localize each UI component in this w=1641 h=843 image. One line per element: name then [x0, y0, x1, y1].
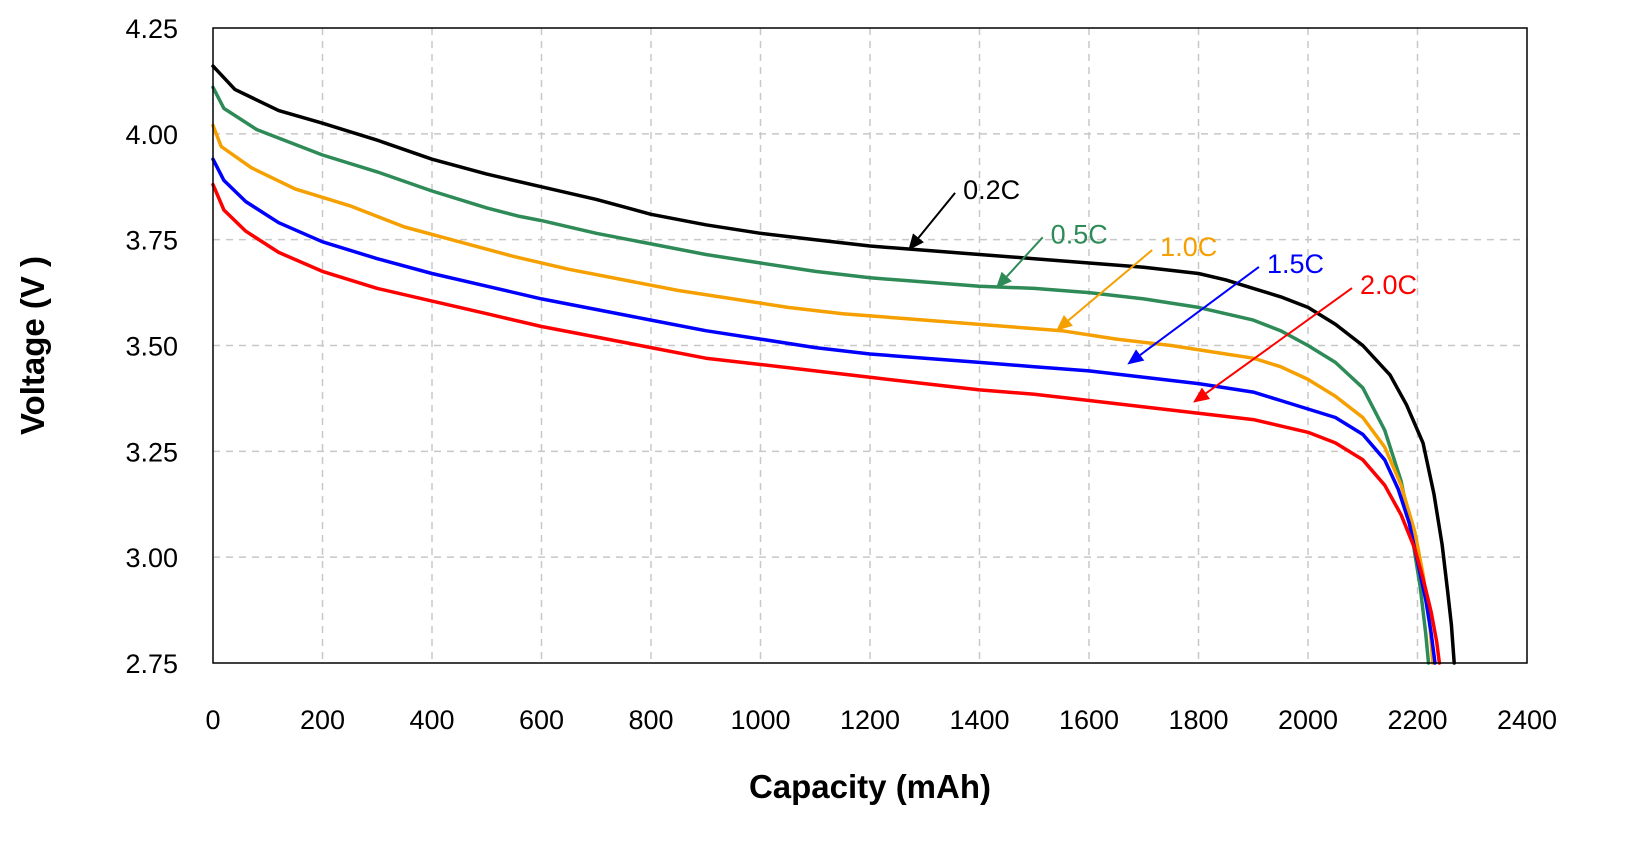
y-tick-label: 3.75: [125, 226, 178, 256]
series-label: 2.0C: [1360, 270, 1417, 300]
y-tick-label: 2.75: [125, 649, 178, 679]
x-tick-label: 1600: [1059, 705, 1119, 735]
annotation-arrow-line: [917, 192, 956, 239]
annotation-arrowhead: [1127, 349, 1145, 365]
x-tick-label: 1800: [1168, 705, 1228, 735]
x-tick-label: 2000: [1278, 705, 1338, 735]
x-tick-label: 2200: [1387, 705, 1447, 735]
series-line-1-5C: [211, 157, 1437, 665]
series-annotations: 0.2C 0.5C 1.0C 1.5C 2.0C: [908, 175, 1417, 403]
annotation-arrow-line: [1205, 287, 1353, 395]
annotation-arrow-line: [1067, 249, 1153, 322]
grid: [213, 28, 1527, 663]
annotation-arrowhead: [995, 271, 1012, 289]
series-line-1-0C: [211, 123, 1435, 665]
series-label: 0.2C: [963, 175, 1020, 205]
x-tick-label: 1000: [730, 705, 790, 735]
series-line-0-5C: [211, 85, 1431, 665]
plot-frame: [212, 27, 1528, 664]
y-axis-title: Voltage (V ): [14, 256, 51, 435]
series-line-0-2C: [211, 64, 1456, 665]
x-tick-labels: 0 200 400 600 800 1000 1200 1400 1600 1800 2000 220…: [205, 705, 1557, 735]
x-tick-label: 2400: [1497, 705, 1557, 735]
x-tick-label: 800: [628, 705, 673, 735]
y-tick-label: 3.50: [125, 332, 178, 362]
series-label: 1.5C: [1267, 249, 1324, 279]
y-tick-label: 4.00: [125, 120, 178, 150]
x-tick-label: 400: [409, 705, 454, 735]
y-tick-labels: 2.75 3.00 3.25 3.50 3.75 4.00 4.25: [125, 14, 178, 679]
annotation-arrow-line: [1139, 266, 1260, 356]
series-lines: [211, 64, 1456, 665]
annotation-arrowhead: [1056, 315, 1073, 331]
annotation-arrowhead: [908, 233, 924, 251]
y-tick-label: 3.25: [125, 437, 178, 467]
annotation-arrowhead: [1193, 387, 1211, 403]
x-tick-label: 600: [519, 705, 564, 735]
x-axis-title: Capacity (mAh): [749, 768, 991, 805]
x-tick-label: 1400: [949, 705, 1009, 735]
annotation-arrow-line: [1005, 236, 1044, 278]
series-line-2-0C: [211, 182, 1442, 665]
x-tick-label: 0: [205, 705, 220, 735]
y-tick-label: 4.25: [125, 14, 178, 44]
series-label: 0.5C: [1051, 219, 1108, 249]
y-tick-label: 3.00: [125, 543, 178, 573]
x-tick-label: 1200: [840, 705, 900, 735]
series-label: 1.0C: [1160, 232, 1217, 262]
x-tick-label: 200: [300, 705, 345, 735]
